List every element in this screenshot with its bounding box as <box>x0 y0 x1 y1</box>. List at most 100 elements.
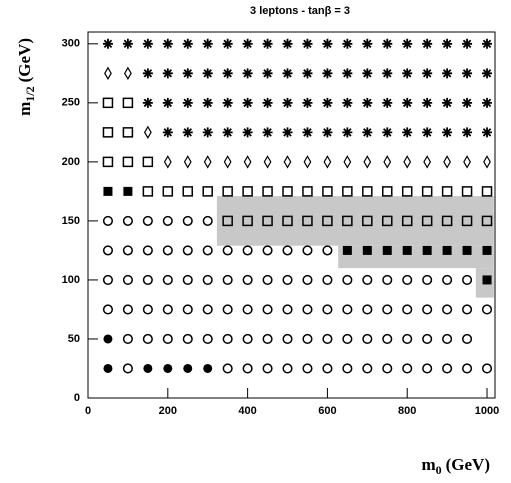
asterisk-marker <box>222 127 233 138</box>
open-circle-marker <box>422 333 433 345</box>
asterisk-marker <box>222 38 233 49</box>
open-circle-marker <box>302 274 313 285</box>
asterisk-marker <box>342 127 353 138</box>
filled-square-marker <box>103 186 113 196</box>
open-circle-marker <box>322 363 333 374</box>
asterisk-marker <box>482 127 493 138</box>
open-circle-marker <box>162 333 173 345</box>
open-circle-marker <box>282 304 293 315</box>
open-circle-marker <box>402 363 413 374</box>
open-circle-marker <box>242 274 253 285</box>
asterisk-marker <box>242 68 253 79</box>
open-square-marker <box>202 186 213 197</box>
diamond-marker <box>463 155 471 169</box>
open-circle-marker <box>242 363 253 374</box>
open-circle-marker <box>382 363 393 374</box>
asterisk-marker <box>482 38 493 49</box>
open-circle-marker <box>202 274 213 285</box>
open-square-marker <box>102 127 114 138</box>
asterisk-marker <box>242 97 253 108</box>
x-tick-label: 800 <box>398 405 416 417</box>
open-square-marker <box>421 215 433 227</box>
open-circle-marker <box>442 363 453 374</box>
filled-circle-marker <box>143 363 153 373</box>
asterisk-marker <box>322 97 333 108</box>
filled-square-marker <box>382 245 392 255</box>
diamond-marker <box>263 155 272 169</box>
asterisk-marker <box>402 127 413 138</box>
open-circle-marker <box>202 215 213 226</box>
asterisk-marker <box>162 127 173 138</box>
asterisk-marker <box>482 97 493 108</box>
diamond-marker <box>423 155 432 169</box>
open-circle-marker <box>402 274 413 285</box>
open-circle-marker <box>122 274 133 285</box>
open-circle-marker <box>122 333 133 345</box>
diamond-marker <box>243 155 252 169</box>
filled-circle-marker <box>203 363 213 373</box>
asterisk-marker <box>362 127 373 138</box>
filled-square-marker <box>342 245 352 255</box>
y-tick-label: 250 <box>62 97 80 109</box>
asterisk-marker <box>182 38 193 49</box>
asterisk-marker <box>442 68 453 79</box>
open-circle-marker <box>262 333 273 345</box>
open-circle-marker <box>222 304 233 315</box>
x-tick-label: 0 <box>85 405 91 417</box>
y-axis-label: m1/2 (GeV) <box>15 38 37 116</box>
open-circle-marker <box>322 274 333 285</box>
open-circle-marker <box>122 363 133 374</box>
open-circle-marker <box>382 304 393 315</box>
open-square-marker <box>242 215 253 227</box>
open-square-marker <box>122 127 134 138</box>
open-circle-marker <box>342 333 353 345</box>
asterisk-marker <box>142 68 153 79</box>
open-circle-marker <box>282 245 293 256</box>
open-circle-marker <box>342 363 353 374</box>
asterisk-marker <box>242 127 253 138</box>
asterisk-marker <box>282 68 293 79</box>
asterisk-marker <box>102 38 113 49</box>
open-circle-marker <box>382 274 393 285</box>
open-square-marker <box>122 156 134 168</box>
open-circle-marker <box>462 304 473 315</box>
open-circle-marker <box>402 333 413 345</box>
asterisk-marker <box>182 127 193 138</box>
open-circle-marker <box>102 215 114 226</box>
asterisk-marker <box>342 38 353 49</box>
chart-title: 3 leptons - tanβ = 3 <box>250 5 350 17</box>
asterisk-marker <box>382 68 393 79</box>
open-circle-marker <box>162 304 173 315</box>
open-circle-marker <box>162 215 173 226</box>
diamond-marker <box>203 155 212 169</box>
open-square-marker <box>461 186 473 197</box>
open-square-marker <box>102 156 114 168</box>
asterisk-marker <box>302 127 313 138</box>
open-circle-marker <box>422 274 433 285</box>
asterisk-marker <box>322 127 333 138</box>
open-circle-marker <box>302 245 313 256</box>
y-tick-label: 50 <box>68 333 80 345</box>
filled-square-marker <box>442 245 452 255</box>
filled-square-marker <box>462 245 472 255</box>
filled-square-marker <box>123 186 133 196</box>
open-circle-marker <box>382 333 393 345</box>
open-circle-marker <box>282 274 293 285</box>
diamond-marker <box>323 155 332 169</box>
open-square-marker <box>142 186 154 197</box>
open-circle-marker <box>342 304 353 315</box>
asterisk-marker <box>402 97 413 108</box>
asterisk-marker <box>462 68 473 79</box>
open-square-marker <box>102 97 114 109</box>
open-circle-marker <box>222 245 233 256</box>
open-square-marker <box>342 215 353 227</box>
asterisk-marker <box>202 68 213 79</box>
open-square-marker <box>162 186 174 197</box>
asterisk-marker <box>342 97 353 108</box>
asterisk-marker <box>322 38 333 49</box>
open-circle-marker <box>142 333 153 345</box>
open-square-marker <box>302 186 313 197</box>
open-square-marker <box>302 215 313 227</box>
diamond-marker <box>143 125 152 140</box>
